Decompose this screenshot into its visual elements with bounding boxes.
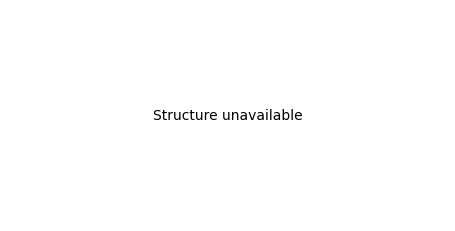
Text: Structure unavailable: Structure unavailable <box>153 109 302 122</box>
